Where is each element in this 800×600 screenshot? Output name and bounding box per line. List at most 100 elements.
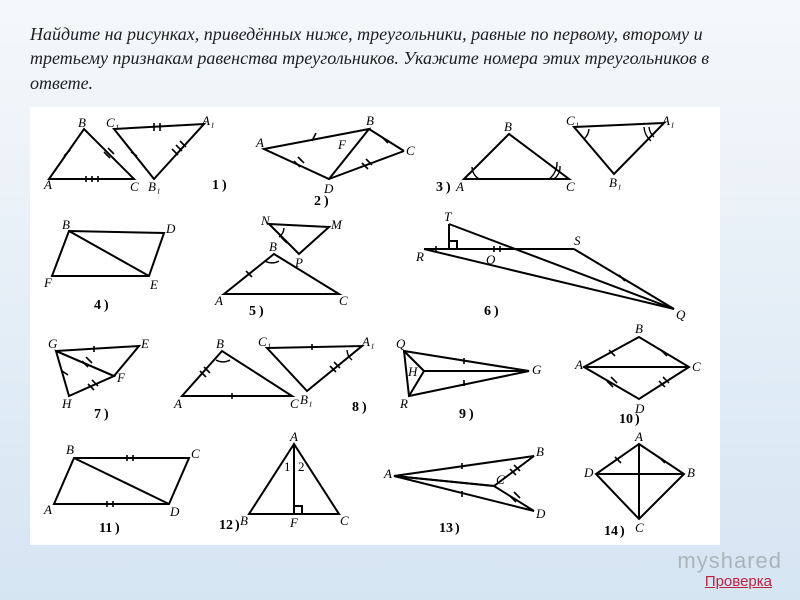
svg-text:B: B	[216, 336, 224, 351]
watermark-text: myshared	[677, 548, 782, 574]
svg-text:O: O	[486, 252, 496, 267]
fig-5: N M P A B C 5 )	[214, 213, 348, 319]
svg-text:B: B	[62, 217, 70, 232]
svg-text:B: B	[687, 465, 695, 480]
svg-text:C: C	[635, 520, 644, 535]
fig-number-1: 1	[212, 178, 219, 193]
svg-text:B: B	[504, 119, 512, 134]
svg-text:): )	[494, 304, 499, 319]
fig-13: A B C D 13 )	[383, 444, 546, 536]
svg-text:): )	[259, 304, 264, 319]
fig-1: A B C C₁ A₁ B₁ 1 )	[43, 113, 227, 194]
svg-text:A₁: A₁	[201, 113, 214, 128]
fig-9: Q H G R 9 )	[396, 336, 542, 422]
svg-text:G: G	[532, 362, 542, 377]
fig-number-11: 11	[99, 521, 112, 536]
svg-text:D: D	[535, 506, 546, 521]
svg-text:A₁: A₁	[361, 334, 374, 349]
svg-text:): )	[362, 400, 367, 415]
fig-number-8: 8	[352, 400, 359, 415]
fig-8: A B C C₁ A₁ B₁ 8 )	[173, 334, 374, 415]
svg-text:B: B	[78, 115, 86, 130]
svg-text:C: C	[406, 143, 415, 158]
svg-text:A: A	[289, 429, 298, 444]
svg-text:D: D	[165, 221, 176, 236]
fig-12: 1 2 A B F C 12 )	[219, 429, 349, 533]
svg-text:M: M	[330, 217, 343, 232]
fig-number-7: 7	[94, 407, 101, 422]
svg-text:A: A	[255, 135, 264, 150]
svg-text:C: C	[130, 179, 139, 194]
svg-text:F: F	[337, 137, 347, 152]
svg-text:): )	[115, 521, 120, 536]
svg-text:C: C	[339, 293, 348, 308]
svg-text:C: C	[191, 446, 200, 461]
check-link[interactable]: Проверка	[705, 573, 772, 590]
svg-text:F: F	[116, 370, 126, 385]
svg-text:): )	[446, 180, 451, 195]
svg-text:Q: Q	[676, 307, 686, 322]
svg-text:C: C	[692, 359, 701, 374]
svg-text:A₁: A₁	[661, 113, 674, 128]
fig-number-5: 5	[249, 304, 256, 319]
fig-14: A B C D 14 )	[583, 429, 695, 539]
svg-text:C₁: C₁	[258, 334, 271, 349]
fig-4: B D E F 4 )	[43, 217, 176, 313]
svg-text:P: P	[294, 255, 303, 270]
svg-text:): )	[635, 412, 640, 427]
svg-text:A: A	[214, 293, 223, 308]
svg-text:A: A	[634, 429, 643, 444]
svg-text:): )	[222, 178, 227, 193]
svg-text:A: A	[455, 179, 464, 194]
svg-text:A: A	[43, 177, 52, 192]
svg-text:N: N	[260, 213, 271, 228]
fig-7: G E F H 7 )	[48, 336, 149, 422]
svg-text:D: D	[583, 465, 594, 480]
svg-text:T: T	[444, 209, 452, 224]
svg-text:E: E	[149, 277, 158, 292]
fig-3: A B C C₁ A₁ B₁ 3 )	[436, 113, 674, 195]
fig-number-13: 13	[439, 521, 453, 536]
svg-text:G: G	[48, 336, 58, 351]
fig-2: A B F C D 2 )	[255, 113, 415, 209]
svg-text:D: D	[169, 504, 180, 519]
svg-text:B: B	[366, 113, 374, 128]
fig-11: A B C D 11 )	[43, 442, 200, 536]
fig-number-6: 6	[484, 304, 491, 319]
svg-text:R: R	[415, 249, 424, 264]
svg-text:S: S	[574, 233, 581, 248]
svg-text:B: B	[66, 442, 74, 457]
svg-text:B₁: B₁	[300, 392, 312, 407]
svg-text:B₁: B₁	[148, 179, 160, 194]
fig-number-12: 12	[219, 518, 233, 533]
svg-text:B₁: B₁	[609, 175, 621, 190]
svg-text:E: E	[140, 336, 149, 351]
svg-text:H: H	[61, 396, 72, 411]
svg-text:Q: Q	[396, 336, 406, 351]
svg-text:): )	[104, 298, 109, 313]
svg-text:A: A	[43, 502, 52, 517]
svg-text:A: A	[383, 466, 392, 481]
fig-6: T R O S Q 6 )	[415, 209, 686, 322]
svg-text:B: B	[240, 513, 248, 528]
svg-text:C₁: C₁	[566, 113, 579, 128]
svg-text:B: B	[635, 321, 643, 336]
svg-text:B: B	[536, 444, 544, 459]
figure-panel: A B C C₁ A₁ B₁ 1 ) A B F C	[30, 107, 720, 545]
svg-text:): )	[235, 518, 240, 533]
svg-text:R: R	[399, 396, 408, 411]
svg-text:): )	[324, 194, 329, 209]
svg-text:C: C	[290, 396, 299, 411]
svg-text:C: C	[340, 513, 349, 528]
fig-number-3: 3	[436, 180, 443, 195]
fig-number-4: 4	[94, 298, 101, 313]
instruction-text: Найдите на рисунках, приведённых ниже, т…	[30, 22, 770, 95]
svg-text:): )	[104, 407, 109, 422]
svg-text:A: A	[173, 396, 182, 411]
svg-text:): )	[455, 521, 460, 536]
svg-text:): )	[620, 524, 625, 539]
svg-text:2: 2	[298, 459, 305, 474]
svg-text:F: F	[43, 275, 53, 290]
svg-text:H: H	[407, 364, 418, 379]
svg-text:C: C	[496, 472, 505, 487]
